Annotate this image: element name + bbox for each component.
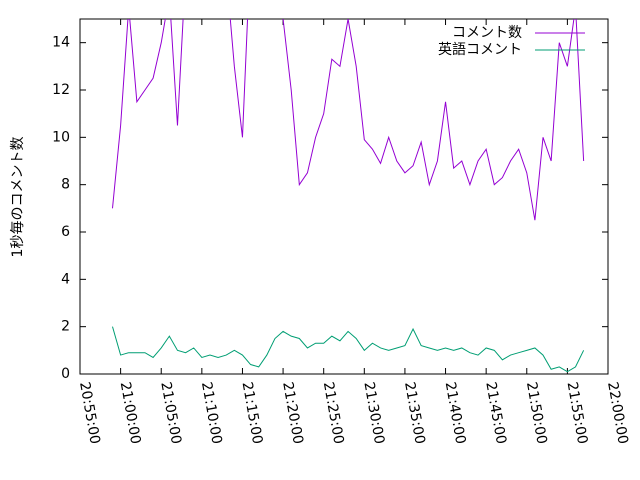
y-tick-label: 10: [52, 129, 70, 145]
y-tick-label: 4: [61, 271, 70, 287]
x-tick-label: 21:50:00: [523, 381, 550, 446]
y-tick-label: 6: [61, 224, 70, 240]
x-tick-label: 21:20:00: [279, 381, 306, 446]
y-tick-label: 14: [52, 35, 70, 51]
x-tick-label: 21:05:00: [157, 381, 184, 446]
x-tick-label: 21:30:00: [360, 381, 387, 446]
x-tick-label: 21:10:00: [198, 381, 225, 446]
x-tick-label: 21:15:00: [239, 381, 266, 446]
x-tick-label: 21:55:00: [564, 381, 591, 446]
plot-frame: [79, 18, 609, 375]
y-tick-label: 0: [61, 366, 70, 382]
x-tick-label: 20:55:00: [76, 381, 103, 446]
y-tick-label: 12: [52, 82, 70, 98]
y-tick-label: 8: [61, 177, 70, 193]
legend-label: 英語コメント: [438, 41, 522, 58]
x-tick-label: 21:00:00: [117, 381, 144, 446]
legend-label: コメント数: [452, 25, 522, 41]
y-axis-label: 1秒毎のコメント数: [10, 137, 26, 258]
y-tick-label: 2: [61, 319, 70, 335]
x-tick-label: 22:00:00: [604, 381, 631, 446]
plot-area: [111, 19, 585, 373]
x-tick-label: 21:45:00: [482, 381, 509, 446]
series-line: [112, 326, 585, 373]
series-line: [111, 19, 585, 221]
x-tick-label: 21:35:00: [401, 381, 428, 446]
x-tick-label: 21:25:00: [320, 381, 347, 446]
x-tick-label: 21:40:00: [442, 381, 469, 446]
